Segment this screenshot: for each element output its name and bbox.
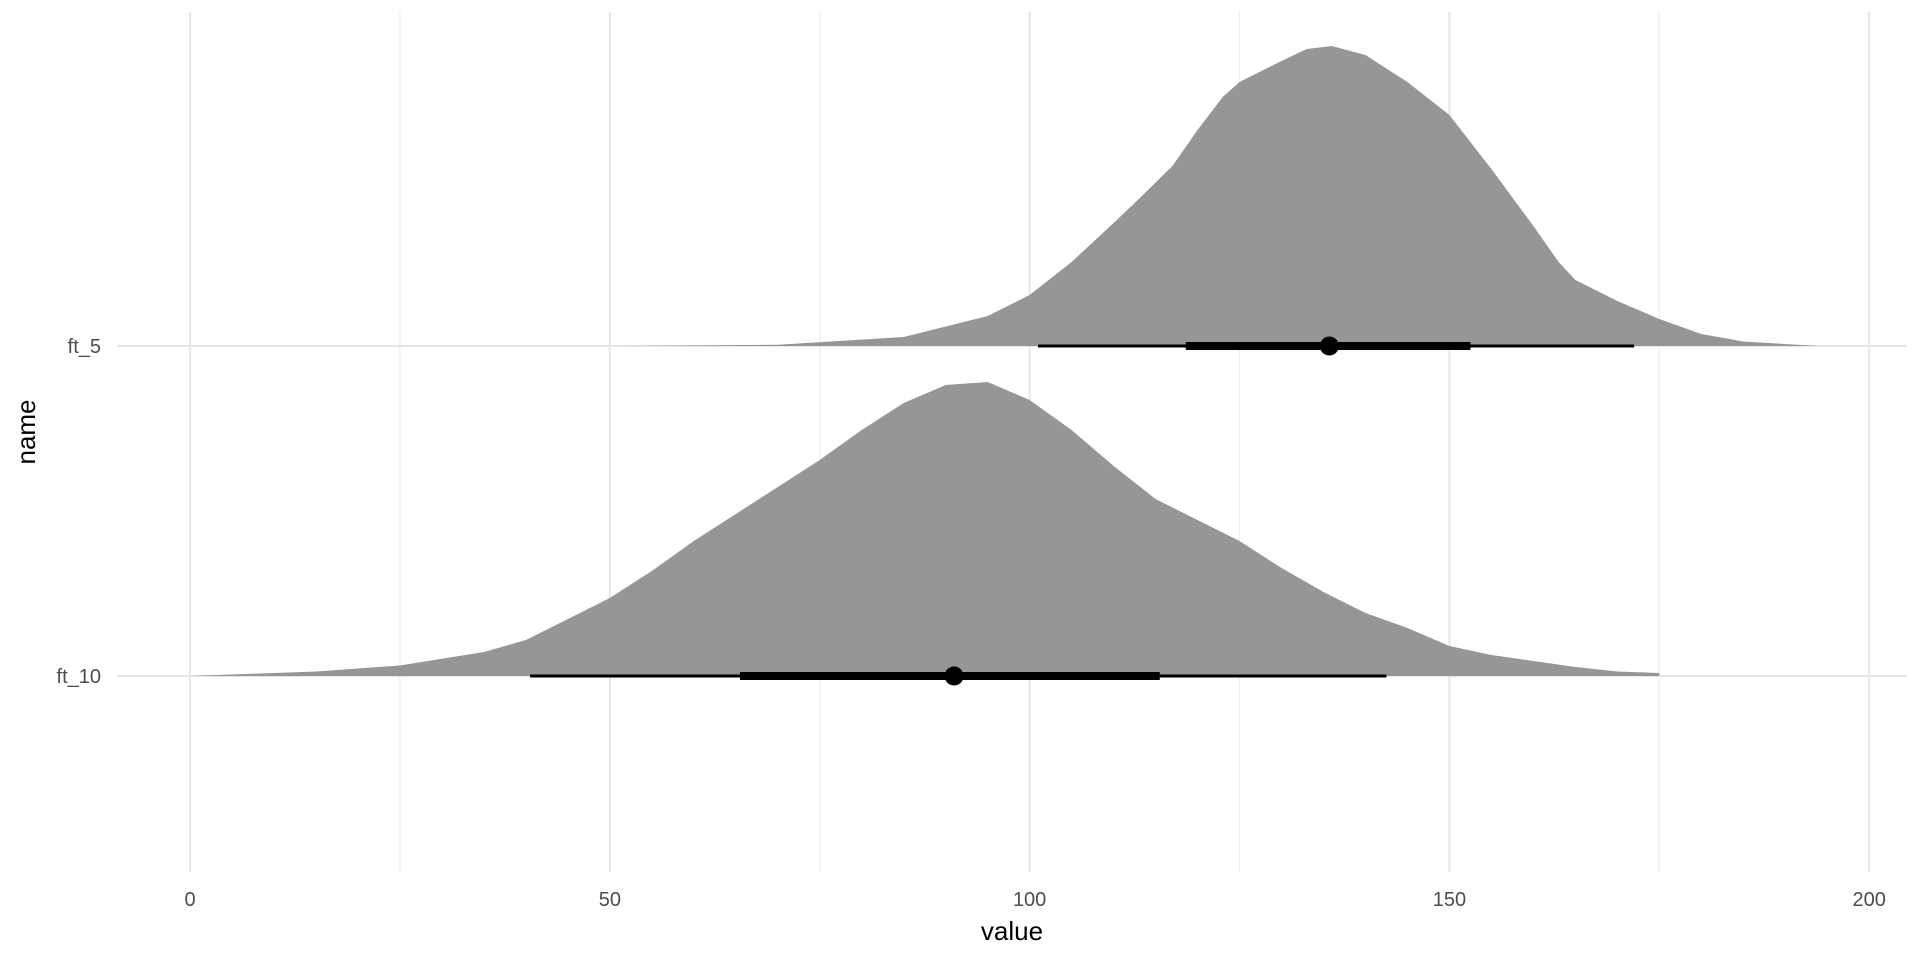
density-ft_5 (609, 46, 1819, 346)
x-axis-title: value (981, 916, 1043, 946)
x-tick-label: 0 (184, 889, 195, 911)
x-tick-label: 50 (599, 889, 621, 911)
distribution-layer (190, 46, 1819, 686)
y-tick-label: ft_10 (57, 666, 101, 688)
x-tick-label: 100 (1013, 889, 1046, 911)
x-tick-label: 150 (1433, 889, 1466, 911)
point-estimate-ft_10 (944, 666, 964, 686)
x-tick-label: 200 (1853, 889, 1886, 911)
point-estimate-ft_5 (1319, 336, 1339, 356)
y-tick-label: ft_5 (68, 336, 101, 358)
axis-layer: 0 50 100 150 200 ft_5 ft_10 (57, 336, 1886, 911)
density-ft_10 (190, 382, 1660, 676)
y-axis-title: name (11, 399, 41, 464)
